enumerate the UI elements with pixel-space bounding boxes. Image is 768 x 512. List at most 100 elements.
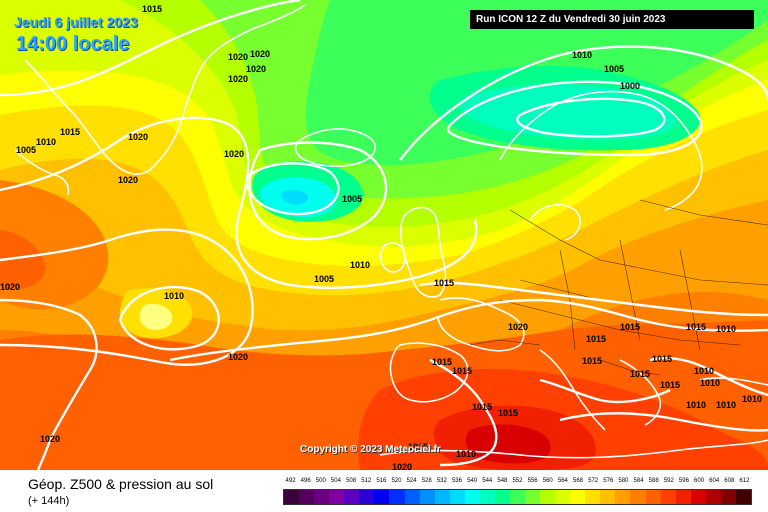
legend-tick-label: 608 [724,478,735,484]
legend-swatch [570,490,586,504]
legend-swatch [314,490,330,504]
legend-swatch [615,490,631,504]
forecast-date: Jeudi 6 juillet 2023 [14,14,138,30]
scandinavia-coast [499,90,703,211]
ireland-coast [379,242,406,273]
legend-tick-label: 516 [376,478,387,484]
isobar-1000-scand [516,97,666,138]
isobar-label: 1015 [432,357,452,367]
legend-tick-label: 564 [557,478,568,484]
legend-tick-labels: 492 496 500 504 508 512 516 520 524 528 532 536 540 5… [283,478,752,488]
legend-tick-label: 540 [467,478,478,484]
isobar-label: 1020 [246,64,266,74]
legend-tick-label: 560 [542,478,553,484]
isobar-label: 1010 [742,394,762,404]
isobar-label: 1015 [472,402,492,412]
isobar-1015-iberia [429,358,498,467]
legend-tick-label: 520 [391,478,402,484]
legend-swatch [434,490,450,504]
greenland-coast [24,4,306,175]
z500-azores-core [139,303,173,330]
legend-swatch [389,490,405,504]
legend-swatch [449,490,465,504]
isobar-label: 1010 [36,137,56,147]
legend-tick-label: 584 [633,478,644,484]
legend-tick-label: 504 [330,478,341,484]
legend-tick-label: 492 [285,478,296,484]
isobar-label: 1015 [686,322,706,332]
iberia-coast [389,342,469,403]
isobar-label: 1020 [128,132,148,142]
legend-swatch [374,490,390,504]
isobar-label: 1010 [572,50,592,60]
legend-swatch [344,490,360,504]
denmark-coast [529,204,581,241]
isobar-1020-west [0,298,98,470]
isobar-label: 1015 [660,380,680,390]
isobar-label: 1000 [620,81,640,91]
isobar-label: 1015 [630,369,650,379]
legend-tick-label: 528 [421,478,432,484]
legend-tick-label: 576 [603,478,614,484]
legend-swatch [690,490,706,504]
country-borders [469,199,768,376]
isobar-label: 1015 [620,322,640,332]
legend-tick-label: 496 [300,478,311,484]
isobar-label: 1020 [228,352,248,362]
z500-low-536 [281,189,309,205]
isobar-1010-east [649,356,768,397]
legend-tick-label: 580 [618,478,629,484]
variable-title: Géop. Z500 & pression au sol [28,476,214,492]
isobar-1020-central [169,298,768,362]
legend-tick-label: 512 [361,478,372,484]
legend-swatch [359,490,375,504]
isobar-1010-atlantic [0,116,478,289]
legend-tick-label: 568 [573,478,584,484]
isobar-1010-azores [118,285,220,351]
legend-swatch [479,490,495,504]
turkey-coast [699,377,768,386]
legend-swatch [720,490,736,504]
isobar-1000-low [245,162,340,216]
isobar-label: 1005 [604,64,624,74]
isobar-label: 1010 [164,291,184,301]
legend-swatch [299,490,315,504]
legend-swatch [284,490,300,504]
isobar-label: 1020 [224,149,244,159]
legend-tick-label: 524 [406,478,417,484]
iceland-coast [294,128,376,168]
legend-tick-label: 572 [588,478,599,484]
isobar-label-layer: 1015 1020 1020 1020 1020 1010 1005 1000 … [0,4,762,470]
legend-tick-label: 536 [451,478,462,484]
z500-west-core [0,230,46,290]
isobar-1015-italy [539,378,671,404]
isobar-label: 1020 [228,74,248,84]
legend-tick-label: 548 [497,478,508,484]
isobar-label: 1010 [716,400,736,410]
isobar-label: 1020 [118,175,138,185]
isobar-label: 1005 [16,145,36,155]
isobar-label: 1015 [586,334,606,344]
isobar-label: 1020 [392,462,412,470]
isobar-1010-north [399,45,768,161]
isobar-label: 1020 [250,49,270,59]
legend-swatch [645,490,661,504]
balkans-coast [619,359,662,426]
isobar-label: 1015 [60,127,80,137]
legend-tick-label: 552 [512,478,523,484]
isobar-1020-north [0,0,301,97]
legend-tick-label: 600 [694,478,705,484]
legend-tick-label: 500 [315,478,326,484]
isobar-label: 1010 [716,324,736,334]
legend-tick-label: 596 [678,478,689,484]
z500-band-544 [459,84,675,140]
legend-tick-label: 556 [527,478,538,484]
isobar-label: 1015 [434,278,454,288]
legend-swatch [525,490,541,504]
isobar-label: 1020 [40,434,60,444]
legend-swatch [464,490,480,504]
isobar-label: 1020 [508,322,528,332]
isobar-label: 1015 [142,4,162,14]
legend-swatch [329,490,345,504]
